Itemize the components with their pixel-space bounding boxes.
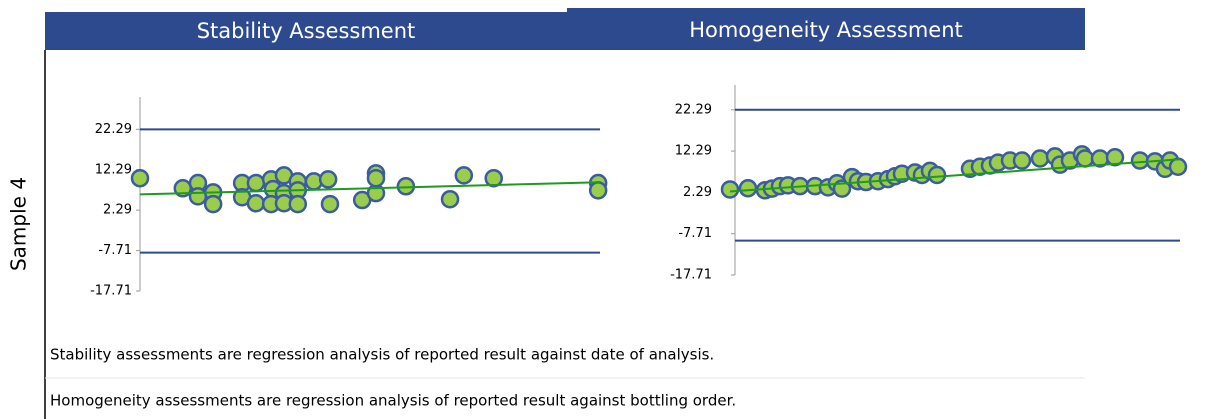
header-bar xyxy=(45,12,567,50)
data-point xyxy=(203,194,223,214)
data-point xyxy=(246,194,266,213)
data-point xyxy=(440,189,460,209)
y-tick-label: 22.29 xyxy=(675,102,712,117)
data-point xyxy=(720,180,740,199)
data-point xyxy=(1075,149,1095,168)
data-point xyxy=(1168,157,1188,176)
y-tick-label: -17.71 xyxy=(670,268,712,283)
y-tick-label: -7.71 xyxy=(678,226,712,241)
y-tick-label: -17.71 xyxy=(90,284,132,299)
data-point xyxy=(188,187,208,206)
trend-line xyxy=(729,158,1181,193)
data-point xyxy=(454,166,474,185)
y-tick-label: 2.29 xyxy=(103,203,132,218)
row-label: Sample 4 xyxy=(7,177,31,271)
data-point xyxy=(588,181,608,200)
y-tick-label: 22.29 xyxy=(95,122,132,137)
data-point xyxy=(130,168,150,188)
chart-title: Stability Assessment xyxy=(197,19,416,43)
data-point xyxy=(320,194,340,214)
data-point xyxy=(927,165,947,185)
data-point xyxy=(366,168,386,188)
data-point xyxy=(738,178,758,198)
data-point xyxy=(246,173,266,193)
y-tick-label: 12.29 xyxy=(675,144,712,159)
y-tick-label: 2.29 xyxy=(683,185,712,200)
y-tick-label: -7.71 xyxy=(98,243,132,258)
trend-line xyxy=(139,181,601,196)
chart-title: Homogeneity Assessment xyxy=(689,18,963,42)
data-point xyxy=(1105,147,1125,167)
data-point xyxy=(1130,151,1150,170)
note: Homogeneity assessments are regression a… xyxy=(50,392,736,410)
data-point xyxy=(1030,149,1050,168)
data-point xyxy=(318,170,338,189)
y-tick-label: 12.29 xyxy=(95,162,132,177)
header-bar xyxy=(567,8,1085,50)
note: Stability assessments are regression ana… xyxy=(50,346,714,364)
data-point xyxy=(484,168,503,188)
data-point xyxy=(288,194,308,214)
data-point xyxy=(1012,151,1032,170)
